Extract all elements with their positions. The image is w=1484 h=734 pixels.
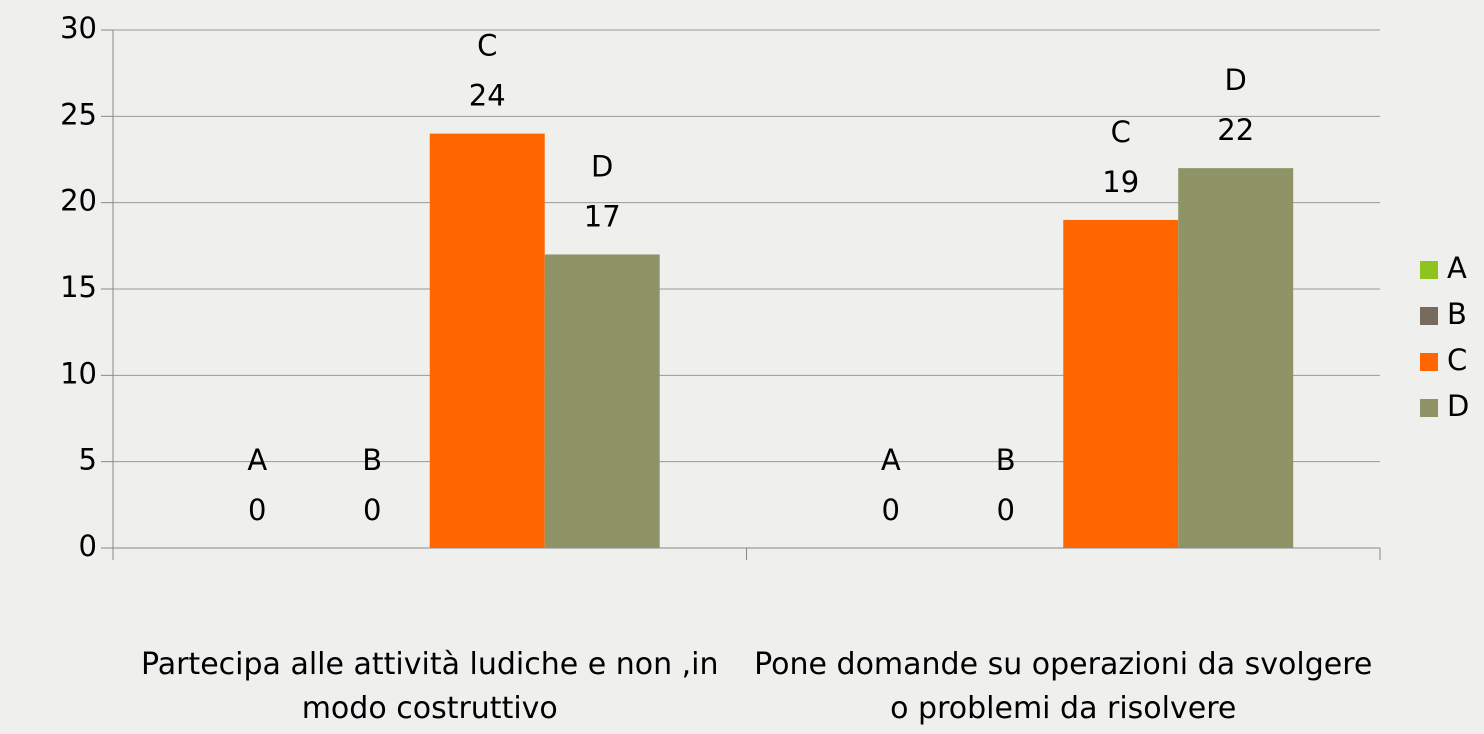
- data-label-name: D: [591, 149, 613, 183]
- y-tick-label: 30: [60, 11, 97, 45]
- data-label-name: B: [996, 443, 1016, 477]
- data-label: 0: [363, 493, 381, 527]
- data-label-name: A: [881, 443, 901, 477]
- x-tick-label: Partecipa alle attività ludiche e non ,i…: [140, 647, 719, 726]
- bar: [544, 254, 660, 548]
- legend-label: D: [1447, 389, 1469, 423]
- y-tick-label: 25: [60, 97, 97, 131]
- data-label-name: A: [247, 443, 267, 477]
- legend-swatch: [1420, 261, 1438, 279]
- y-tick-label: 20: [60, 184, 97, 218]
- bar: [429, 133, 545, 548]
- bar: [1063, 219, 1179, 548]
- x-tick-label: Pone domande su operazioni da svolgere o…: [754, 647, 1373, 726]
- bar: [1178, 168, 1294, 548]
- data-label: 0: [882, 493, 900, 527]
- legend-swatch: [1420, 307, 1438, 325]
- legend-label: A: [1447, 251, 1467, 285]
- data-label: 22: [1217, 113, 1254, 147]
- data-label-name: C: [1111, 115, 1131, 149]
- data-label: 0: [997, 493, 1015, 527]
- legend-swatch: [1420, 353, 1438, 371]
- data-label: 0: [248, 493, 266, 527]
- data-label: 24: [469, 79, 506, 113]
- y-tick-label: 15: [60, 270, 97, 304]
- legend-label: C: [1447, 343, 1467, 377]
- y-tick-label: 0: [79, 529, 97, 563]
- data-label-name: C: [477, 29, 497, 63]
- legend-label: B: [1447, 297, 1467, 331]
- data-label: 17: [584, 199, 621, 233]
- data-label-name: B: [362, 443, 382, 477]
- data-label: 19: [1102, 165, 1139, 199]
- y-tick-label: 5: [79, 443, 97, 477]
- y-tick-label: 10: [60, 356, 97, 390]
- legend-swatch: [1420, 399, 1438, 417]
- data-label-name: D: [1225, 63, 1247, 97]
